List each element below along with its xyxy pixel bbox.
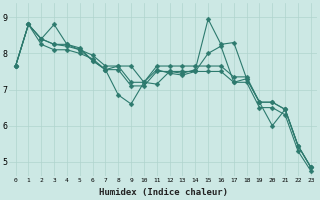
X-axis label: Humidex (Indice chaleur): Humidex (Indice chaleur) bbox=[99, 188, 228, 197]
